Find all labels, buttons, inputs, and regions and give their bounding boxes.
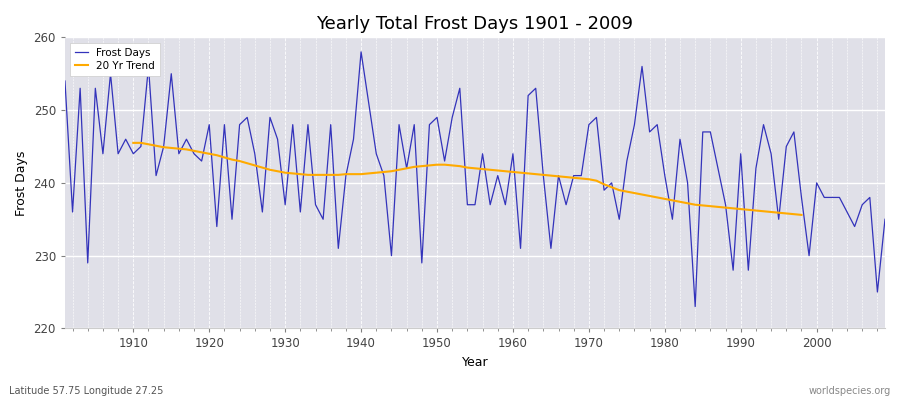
20 Yr Trend	[196, 150, 207, 155]
Frost Days	[508, 151, 518, 156]
Text: Latitude 57.75 Longitude 27.25: Latitude 57.75 Longitude 27.25	[9, 386, 164, 396]
20 Yr Trend	[212, 153, 222, 158]
Line: Frost Days: Frost Days	[65, 52, 885, 306]
20 Yr Trend	[796, 212, 807, 217]
Y-axis label: Frost Days: Frost Days	[15, 150, 28, 216]
Frost Days	[333, 246, 344, 251]
20 Yr Trend	[720, 205, 731, 210]
20 Yr Trend	[265, 167, 275, 172]
Title: Yearly Total Frost Days 1901 - 2009: Yearly Total Frost Days 1901 - 2009	[317, 15, 634, 33]
Frost Days	[879, 217, 890, 222]
Frost Days	[356, 50, 366, 54]
Line: 20 Yr Trend: 20 Yr Trend	[133, 143, 802, 215]
Frost Days	[121, 137, 131, 142]
20 Yr Trend	[128, 140, 139, 145]
Frost Days	[59, 78, 70, 83]
Frost Days	[515, 246, 526, 251]
Legend: Frost Days, 20 Yr Trend: Frost Days, 20 Yr Trend	[70, 42, 160, 76]
Frost Days	[287, 122, 298, 127]
X-axis label: Year: Year	[462, 356, 489, 369]
Frost Days	[607, 180, 617, 185]
20 Yr Trend	[386, 169, 397, 174]
Text: worldspecies.org: worldspecies.org	[809, 386, 891, 396]
20 Yr Trend	[470, 166, 481, 171]
Frost Days	[689, 304, 700, 309]
